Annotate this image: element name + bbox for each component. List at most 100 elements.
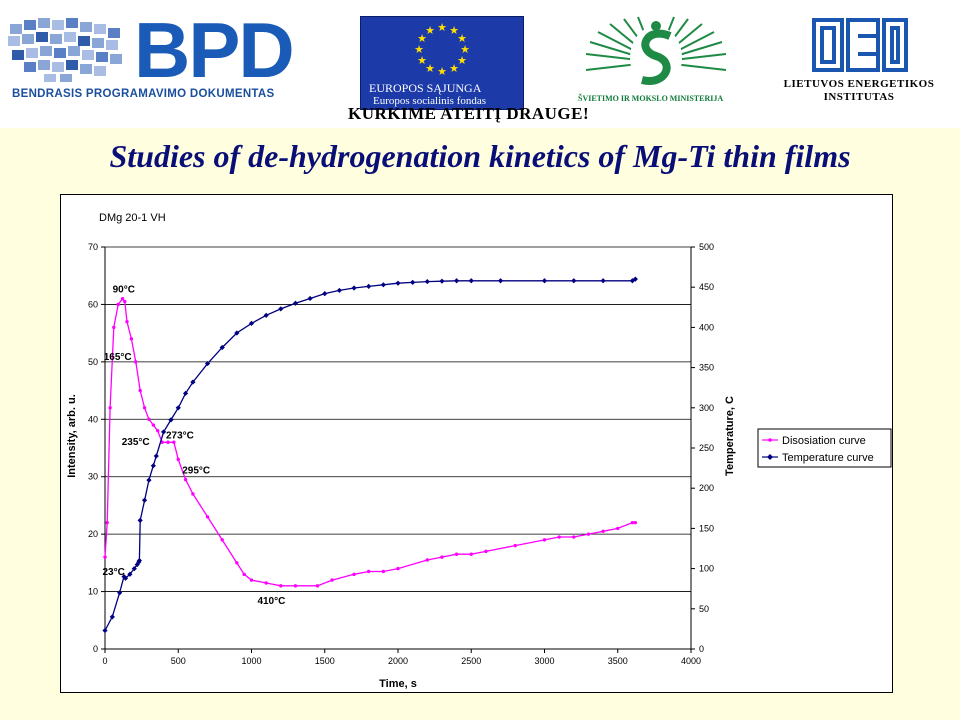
temperature-point [248, 320, 255, 326]
dissociation-point [352, 572, 356, 577]
dissociation-point [249, 578, 254, 582]
y-right-tick-label: 0 [699, 644, 704, 654]
y-right-tick-label: 100 [699, 564, 714, 574]
svg-text:★: ★ [417, 55, 427, 67]
temperature-point [278, 306, 284, 312]
dissociation-point [129, 337, 134, 341]
eu-label-2: Europos socialinis fondas [373, 95, 487, 107]
svg-text:★: ★ [437, 22, 447, 34]
series-line-0 [104, 297, 636, 587]
y-right-tick-label: 150 [699, 523, 714, 533]
eu-logo: ★ ★ ★ ★ ★ ★ ★ ★ ★ ★ ★ ★ EUROPOS SĄJUNGA Europos … [360, 16, 524, 126]
ministry-label: ŠVIETIMO IR MOKSLO MINISTERIJA [578, 94, 724, 103]
legend: Disosiation curve Temperature curve [757, 428, 892, 468]
temperature-point [366, 283, 372, 289]
axes [101, 246, 695, 653]
dissociation-point [166, 440, 170, 444]
dissociation-point [513, 543, 517, 548]
temperature-point [122, 575, 129, 581]
grid-lines [105, 246, 691, 592]
dissociation-point [134, 360, 138, 364]
dissociation-point [367, 569, 371, 574]
temperature-point [182, 390, 189, 396]
legend-item-temperature: Temperature curve [762, 452, 874, 464]
dissociation-point [120, 296, 125, 301]
lithuania-map-mosaic-icon [8, 18, 122, 82]
lei-emblem-icon [812, 18, 908, 72]
dehydrogenation-chart: DMg 20-1 VH 0 500 1000 1500 2000 2500 3000 3500… [66, 212, 892, 690]
bpd-subtitle: BENDRASIS PROGRAMAVIMO DOKUMENTAS [12, 88, 275, 100]
legend-label-temperature: Temperature curve [782, 452, 874, 464]
x-tick-label: 0 [102, 656, 107, 666]
y-right-tick-label: 200 [699, 483, 714, 493]
dissociation-point [142, 406, 147, 410]
temperature-point [380, 282, 386, 288]
svg-text:★: ★ [437, 66, 447, 78]
dissociation-point [138, 388, 142, 393]
dissociation-point [156, 429, 160, 433]
dissociation-point [454, 552, 459, 556]
temperature-point [454, 278, 460, 284]
bpd-logo: BPD BENDRASIS PROGRAMAVIMO DOKUMENTAS [4, 8, 338, 108]
x-tick-label: 2500 [461, 656, 481, 666]
svg-text:★: ★ [457, 33, 467, 45]
temperature-point [136, 557, 143, 564]
lei-logo: LIETUVOS ENERGETIKOS INSTITUTAS [764, 14, 954, 110]
svg-text:★: ★ [425, 25, 435, 37]
dissociation-point [176, 457, 180, 462]
series-line-1 [104, 278, 636, 631]
y-left-tick-label: 20 [88, 529, 98, 539]
dissociation-point [125, 319, 129, 324]
x-tick-label: 3000 [534, 656, 554, 666]
temperature-point [168, 417, 174, 423]
temperature-point [424, 278, 430, 285]
dissociation-point [108, 406, 112, 410]
eu-label-1: EUROPOS SĄJUNGA [369, 81, 482, 95]
temperature-point [336, 287, 342, 294]
dissociation-point [105, 520, 109, 525]
temperature-point [307, 295, 313, 302]
legend-marker-dot [768, 438, 772, 442]
x-tick-label: 4000 [681, 656, 701, 666]
svg-text:★: ★ [449, 25, 459, 37]
y-left-tick-label: 70 [88, 242, 98, 252]
legend-box [757, 428, 892, 468]
temperature-annotation: 235°C [122, 437, 150, 448]
legend-marker-diamond [767, 454, 773, 460]
temperature-point [175, 405, 181, 411]
dissociation-point [586, 532, 591, 536]
temperature-point [234, 330, 240, 336]
dissociation-point [440, 555, 444, 559]
bpd-letters: BPD [134, 6, 295, 94]
x-tick-label: 3500 [608, 656, 628, 666]
dissociation-point [425, 558, 429, 562]
header-logos: BPD BENDRASIS PROGRAMAVIMO DOKUMENTAS ★ ★… [0, 0, 960, 128]
temperature-point [150, 463, 156, 469]
dissociation-point [112, 325, 116, 330]
y-left-tick-label: 30 [88, 472, 98, 482]
temperature-point [137, 517, 143, 523]
motto-text: KURKIME ATEITĮ DRAUGE! [348, 104, 590, 123]
legend-item-dissociation: Disosiation curve [762, 435, 866, 447]
dissociation-point [116, 302, 120, 307]
y-right-tick-label: 500 [699, 242, 714, 252]
tick-labels: 0 500 1000 1500 2000 2500 3000 3500 400001020304… [88, 242, 714, 666]
dissociation-point [172, 440, 176, 444]
x-tick-label: 500 [171, 656, 186, 666]
temperature-annotation: 273°C [166, 430, 194, 441]
dissociation-point [315, 584, 320, 588]
temperature-point [497, 278, 504, 284]
dissociation-point [469, 552, 473, 556]
y-left-tick-label: 60 [88, 299, 98, 309]
y-right-tick-label: 350 [699, 363, 714, 373]
dissociation-point [103, 555, 107, 559]
y-left-tick-label: 0 [93, 644, 98, 654]
temperature-point [146, 477, 152, 483]
lei-label-1: LIETUVOS ENERGETIKOS [783, 78, 935, 90]
temperature-point [141, 497, 148, 503]
dissociation-point [147, 417, 151, 421]
dissociation-point [381, 569, 386, 574]
svg-text:★: ★ [460, 44, 470, 56]
temperature-annotation: 165°C [104, 352, 132, 363]
temperature-point [571, 278, 577, 284]
